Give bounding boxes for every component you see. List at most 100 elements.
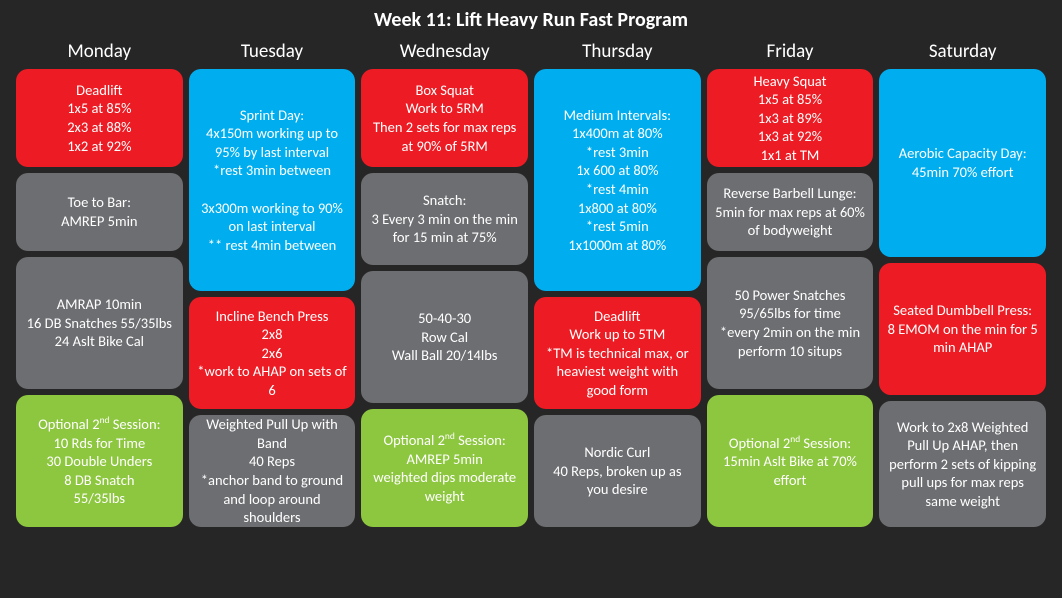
workout-line: Then 2 sets for max reps at 90% of 5RM bbox=[369, 118, 520, 155]
workout-cell: Toe to Bar:AMREP 5min bbox=[16, 173, 183, 251]
workout-line: 16 DB Snatches 55/35lbs bbox=[27, 314, 172, 333]
workout-cell: Deadlift1x5 at 85%2x3 at 88%1x2 at 92% bbox=[16, 69, 183, 167]
col-tuesday: Sprint Day:4x150m working up to 95% by l… bbox=[189, 69, 356, 527]
workout-line: 3 Every 3 min on the min for 15 min at 7… bbox=[369, 210, 520, 247]
workout-line: weighted dips moderate weight bbox=[369, 468, 520, 505]
workout-line: 24 Aslt Bike Cal bbox=[55, 332, 144, 351]
col-wednesday: Box SquatWork to 5RMThen 2 sets for max … bbox=[361, 69, 528, 527]
workout-line: 1x1000m at 80% bbox=[568, 236, 666, 255]
workout-cell: DeadliftWork up to 5TM*TM is technical m… bbox=[534, 297, 701, 409]
workout-line: 50-40-30 bbox=[418, 309, 471, 328]
workout-line: ** rest 4min between bbox=[208, 236, 337, 255]
workout-line: 40 Reps bbox=[249, 452, 295, 471]
workout-cell: Seated Dumbbell Press:8 EMOM on the min … bbox=[879, 263, 1046, 395]
workout-line: Deadlift bbox=[594, 307, 640, 326]
workout-cell: Incline Bench Press2x82x6*work to AHAP o… bbox=[189, 297, 356, 409]
workout-line: 8 DB Snatch bbox=[64, 471, 134, 490]
workout-line: 40 Reps, broken up as you desire bbox=[542, 462, 693, 499]
workout-line: 1x1 at TM bbox=[761, 146, 820, 165]
workout-line: AMREP 5min bbox=[61, 212, 137, 231]
workout-cell: AMRAP 10min16 DB Snatches 55/35lbs24 Asl… bbox=[16, 257, 183, 389]
workout-line: Optional 2nd Session: bbox=[384, 430, 506, 449]
workout-cell: Sprint Day:4x150m working up to 95% by l… bbox=[189, 69, 356, 291]
workout-line: Incline Bench Press bbox=[216, 307, 329, 326]
workout-line: Snatch: bbox=[423, 191, 466, 210]
workout-line: Deadlift bbox=[76, 81, 122, 100]
page-title: Week 11: Lift Heavy Run Fast Program bbox=[16, 8, 1046, 32]
col-saturday: Aerobic Capacity Day: 45min 70% effort Se… bbox=[879, 69, 1046, 527]
workout-line: *rest 3min between bbox=[213, 161, 331, 180]
workout-cell: Box SquatWork to 5RMThen 2 sets for max … bbox=[361, 69, 528, 167]
days-header-row: Monday Tuesday Wednesday Thursday Friday… bbox=[16, 38, 1046, 67]
workout-line: Work up to 5TM bbox=[569, 325, 665, 344]
workout-line: Sprint Day: bbox=[240, 106, 304, 125]
workout-line: *rest 3min bbox=[586, 143, 649, 162]
day-header-monday: Monday bbox=[16, 38, 183, 67]
workout-line: Seated Dumbbell Press: bbox=[893, 301, 1032, 320]
workout-line: 1x400m at 80% bbox=[572, 124, 663, 143]
workout-line: 15min Aslt Bike at 70% effort bbox=[715, 452, 866, 489]
day-header-friday: Friday bbox=[707, 38, 874, 67]
workout-line: 50 Power Snatches 95/65lbs for time bbox=[715, 286, 866, 323]
workout-cell: Medium Intervals:1x400m at 80%*rest 3min… bbox=[534, 69, 701, 291]
workout-cell: Optional 2nd Session:15min Aslt Bike at … bbox=[707, 395, 874, 527]
workout-cell: Nordic Curl40 Reps, broken up as you des… bbox=[534, 415, 701, 527]
workout-line: 4x150m working up to 95% by last interva… bbox=[197, 124, 348, 161]
workout-line: *rest 4min bbox=[586, 180, 649, 199]
workout-line: Wall Ball 20/14lbs bbox=[392, 346, 498, 365]
workout-line: 1x800 at 80% bbox=[578, 199, 657, 218]
workout-line: Weighted Pull Up with Band bbox=[197, 415, 348, 452]
workout-line: 1x5 at 85% bbox=[67, 99, 131, 118]
day-header-wednesday: Wednesday bbox=[361, 38, 528, 67]
workout-cell: 50 Power Snatches 95/65lbs for time*ever… bbox=[707, 257, 874, 389]
workout-line: 1x3 at 89% bbox=[758, 109, 822, 128]
col-thursday: Medium Intervals:1x400m at 80%*rest 3min… bbox=[534, 69, 701, 527]
workout-cell: Optional 2nd Session:10 Rds for Time30 D… bbox=[16, 395, 183, 527]
workout-line: *rest 5min bbox=[586, 217, 649, 236]
workout-line: Work to 2x8 Weighted Pull Up AHAP, then … bbox=[887, 418, 1038, 511]
workout-cell: Weighted Pull Up with Band40 Reps*anchor… bbox=[189, 415, 356, 527]
workout-cell: Work to 2x8 Weighted Pull Up AHAP, then … bbox=[879, 401, 1046, 527]
workout-line: *anchor band to ground and loop around s… bbox=[197, 471, 348, 527]
workout-cell: Aerobic Capacity Day: 45min 70% effort bbox=[879, 69, 1046, 257]
workout-line: Reverse Barbell Lunge: 5min for max reps… bbox=[715, 184, 866, 240]
workout-line: *work to AHAP on sets of 6 bbox=[197, 362, 348, 399]
workout-line: Medium Intervals: bbox=[564, 106, 671, 125]
workout-line: 1x2 at 92% bbox=[67, 137, 131, 156]
workout-line: Toe to Bar: bbox=[68, 193, 131, 212]
workout-line: Nordic Curl bbox=[584, 443, 650, 462]
workout-line: 55/35lbs bbox=[74, 489, 126, 508]
workout-cell: 50-40-30Row CalWall Ball 20/14lbs bbox=[361, 271, 528, 403]
col-friday: Heavy Squat1x5 at 85%1x3 at 89%1x3 at 92… bbox=[707, 69, 874, 527]
day-header-saturday: Saturday bbox=[879, 38, 1046, 67]
workout-line: 2x8 bbox=[262, 325, 283, 344]
workout-line: 10 Rds for Time bbox=[53, 434, 145, 453]
workout-line: Box Squat bbox=[415, 81, 473, 100]
workout-line: 1x5 at 85% bbox=[758, 90, 822, 109]
workout-line: AMRAP 10min bbox=[57, 295, 142, 314]
workout-line: 3x300m working to 90% on last interval bbox=[197, 199, 348, 236]
workout-line: Work to 5RM bbox=[406, 99, 484, 118]
day-header-tuesday: Tuesday bbox=[189, 38, 356, 67]
workout-line: *TM is technical max, or heaviest weight… bbox=[542, 344, 693, 400]
workout-line bbox=[270, 180, 273, 199]
workout-line: Row Cal bbox=[421, 328, 468, 347]
workout-line: *every 2min on the min perform 10 situps bbox=[715, 323, 866, 360]
workout-cell: Heavy Squat1x5 at 85%1x3 at 89%1x3 at 92… bbox=[707, 69, 874, 167]
workout-line: 2x3 at 88% bbox=[67, 118, 131, 137]
workout-cell: Snatch:3 Every 3 min on the min for 15 m… bbox=[361, 173, 528, 265]
day-header-thursday: Thursday bbox=[534, 38, 701, 67]
schedule-grid: Deadlift1x5 at 85%2x3 at 88%1x2 at 92%To… bbox=[16, 69, 1046, 527]
workout-cell: Reverse Barbell Lunge: 5min for max reps… bbox=[707, 173, 874, 251]
workout-line: 8 EMOM on the min for 5 min AHAP bbox=[887, 320, 1038, 357]
workout-line: Heavy Squat bbox=[753, 72, 826, 91]
workout-line: 30 Double Unders bbox=[46, 452, 152, 471]
workout-line: Aerobic Capacity Day: 45min 70% effort bbox=[887, 144, 1038, 181]
workout-line: 2x6 bbox=[262, 344, 283, 363]
workout-line: 1x3 at 92% bbox=[758, 127, 822, 146]
workout-line: 1x 600 at 80% bbox=[576, 161, 658, 180]
workout-cell: Optional 2nd Session:AMREP 5minweighted … bbox=[361, 409, 528, 527]
workout-line: AMREP 5min bbox=[406, 450, 482, 469]
workout-line: Optional 2nd Session: bbox=[38, 414, 160, 433]
col-monday: Deadlift1x5 at 85%2x3 at 88%1x2 at 92%To… bbox=[16, 69, 183, 527]
